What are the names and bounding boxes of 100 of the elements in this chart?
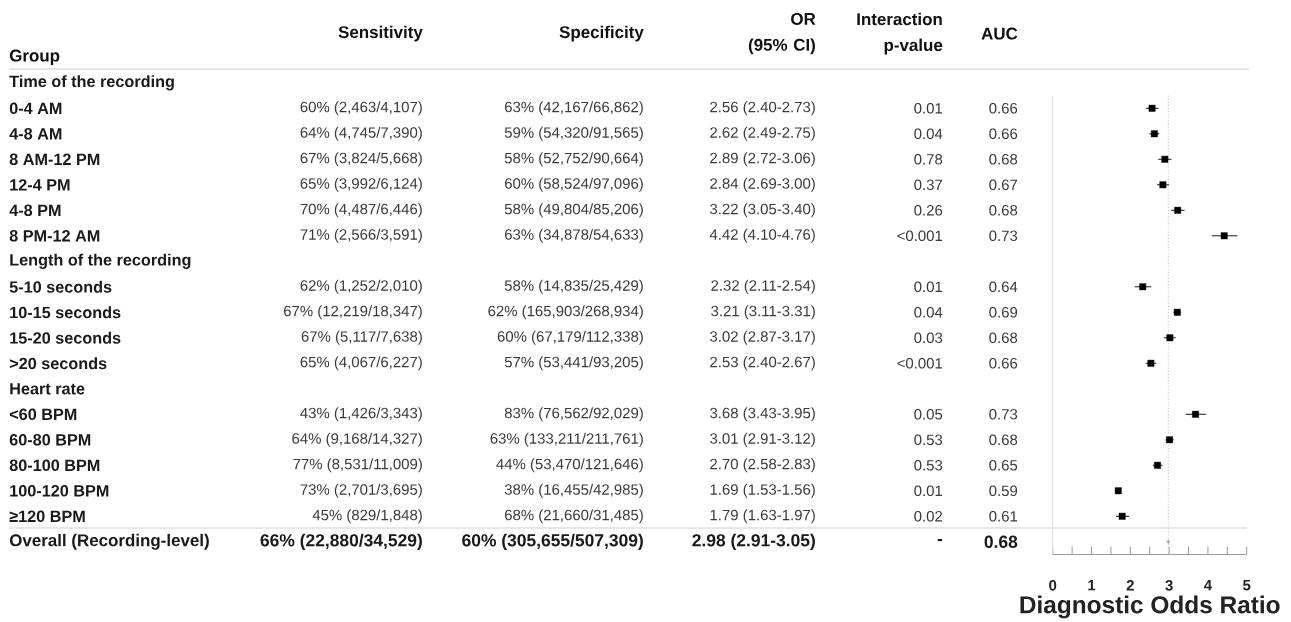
text: 57% (53,441/93,205)	[504, 356, 643, 371]
text: 0.68	[989, 332, 1018, 344]
text: 60% (305,655/507,309)	[462, 533, 643, 550]
text: 67% (3,824/5,668)	[300, 152, 422, 167]
text: 0.02	[914, 511, 943, 522]
point	[1114, 487, 1122, 495]
text: 67% (12,219/18,347)	[283, 305, 422, 320]
text: 0.68	[989, 154, 1018, 165]
text: 0.53	[914, 460, 943, 471]
text: 4.42 (4.10-4.76)	[709, 228, 815, 243]
text: 2.53 (2.40-2.67)	[710, 356, 815, 371]
text: 0.05	[914, 409, 943, 420]
text: 68% (21,660/31,485)	[504, 509, 643, 524]
text: 0.01	[914, 485, 943, 497]
text: 3.68 (3.43-3.95)	[710, 407, 815, 422]
category-label: 8 PM-12 AM	[9, 230, 100, 242]
category-label: 15-20 seconds	[10, 331, 121, 344]
text: 0.65	[989, 460, 1018, 471]
text: 44% (53,470/121,646)	[496, 458, 643, 473]
text: 83% (76,562/92,029)	[504, 407, 643, 422]
x-tick-label: 0	[1049, 580, 1057, 591]
text: 2.62 (2.49-2.75)	[710, 126, 815, 141]
text: 2.84 (2.69-3.00)	[710, 177, 815, 192]
point	[1166, 539, 1171, 545]
text: 0.67	[989, 179, 1018, 191]
text: 64% (4,745/7,390)	[300, 126, 422, 141]
text: 0.04	[914, 128, 943, 140]
category-label: AUC	[981, 27, 1018, 40]
point	[1192, 410, 1199, 418]
text: 58% (49,804/85,206)	[504, 203, 643, 218]
text: 62% (165,903/268,934)	[488, 305, 643, 320]
text: 66% (22,880/34,529)	[260, 533, 422, 550]
text: 65% (3,992/6,124)	[300, 177, 422, 192]
text: 0.73	[989, 230, 1018, 242]
point	[1161, 155, 1169, 163]
text: 2.32 (2.11-2.54)	[711, 279, 815, 294]
point	[1220, 232, 1228, 240]
text: Group	[9, 49, 60, 65]
text: 1.79 (1.63-1.97)	[710, 509, 815, 524]
x-tick-label: 1	[1088, 580, 1096, 591]
text: 71% (2,566/3,591)	[300, 228, 422, 243]
category-label: Overall (Recording-level)	[9, 533, 209, 550]
text: 3.21 (3.11-3.31)	[711, 305, 815, 320]
text: 59% (54,320/91,565)	[504, 126, 643, 141]
category-label: Time of the recording	[9, 75, 174, 91]
category-label: >20 seconds	[9, 357, 107, 370]
category-label: 100-120 BPM	[10, 485, 109, 497]
text: 0.26	[914, 205, 943, 216]
text: 3.02 (2.87-3.17)	[710, 330, 815, 345]
category-label: 5-10 seconds	[9, 280, 112, 293]
text: 63% (34,878/54,633)	[504, 228, 643, 243]
text: 60% (2,463/4,107)	[300, 101, 422, 116]
text: 0.01	[914, 281, 943, 293]
category-label: Specificity	[559, 25, 644, 42]
text: 60% (67,179/112,338)	[497, 330, 643, 345]
category-label: Interaction p-value	[857, 12, 943, 55]
category-label: 8 AM-12 PM	[9, 153, 100, 166]
text: 64% (9,168/14,327)	[292, 432, 422, 447]
category-label: 10-15 seconds	[10, 306, 121, 319]
text: 77% (8,531/11,009)	[293, 458, 422, 473]
category-label: 4-8 PM	[9, 204, 61, 217]
text: 43% (1,426/3,343)	[300, 407, 422, 422]
x-tick-label: 5	[1243, 580, 1251, 591]
text: 2.56 (2.40-2.73)	[710, 101, 815, 116]
text: 0.66	[989, 103, 1018, 114]
category-label: 4-8 AM	[9, 128, 62, 140]
text: 73% (2,701/3,695)	[300, 483, 422, 498]
point	[1118, 512, 1126, 520]
text: 70% (4,487/6,446)	[300, 203, 422, 218]
text: 0.53	[914, 434, 943, 446]
text: 0.78	[914, 154, 943, 165]
category-label: OR (95% CI)	[748, 12, 816, 55]
text: 0.64	[989, 281, 1018, 293]
text: 0.68	[984, 535, 1018, 548]
text: 0.01	[914, 103, 943, 114]
text: 0.69	[989, 307, 1018, 318]
category-label: Length of the recording	[10, 253, 191, 269]
text: 38% (16,455/42,985)	[504, 483, 643, 498]
text: 63% (133,211/211,761)	[490, 432, 643, 447]
point	[1139, 283, 1147, 291]
text: 2.70 (2.58-2.83)	[710, 458, 815, 473]
text: -	[937, 539, 943, 542]
x-tick-label: 2	[1126, 580, 1134, 591]
text: 67% (5,117/7,638)	[301, 330, 422, 345]
text: 0.03	[914, 332, 943, 344]
text: 0.04	[914, 307, 943, 318]
category-label: 60-80 BPM	[9, 434, 91, 446]
category-label: Sensitivity	[338, 25, 423, 42]
text: 58% (52,752/90,664)	[504, 152, 643, 167]
text: 2.98 (2.91-3.05)	[692, 533, 815, 550]
point	[1174, 206, 1182, 214]
text: 60% (58,524/97,096)	[504, 177, 643, 192]
text: <0.001	[897, 358, 943, 369]
x-axis-title: Diagnostic Odds Ratio	[1020, 595, 1280, 619]
category-label: 80-100 BPM	[9, 459, 100, 472]
text: 0.59	[989, 485, 1018, 497]
category-label: 0-4 AM	[9, 102, 62, 115]
text: <0.001	[897, 230, 943, 242]
text: 3.01 (2.91-3.12)	[710, 432, 815, 447]
text: 0.66	[989, 128, 1018, 140]
